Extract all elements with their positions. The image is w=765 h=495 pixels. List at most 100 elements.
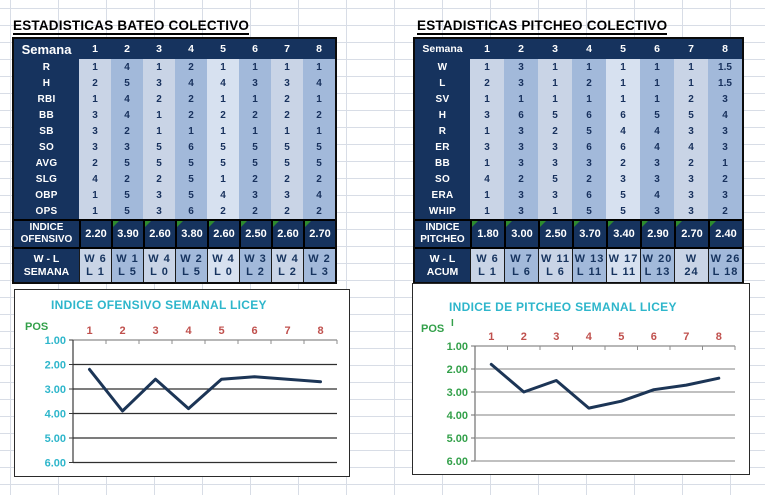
stat-cell[interactable]: 2 (708, 171, 742, 187)
stat-cell[interactable]: 2 (538, 123, 572, 139)
stat-cell[interactable]: 1 (538, 91, 572, 107)
stat-cell[interactable]: 1 (538, 59, 572, 75)
stat-row-label[interactable]: SB (14, 123, 79, 139)
stat-cell[interactable]: 1 (303, 123, 335, 139)
stat-row-label[interactable]: RBI (14, 91, 79, 107)
stat-cell[interactable]: 2 (303, 171, 335, 187)
week-header-cell[interactable]: 4 (572, 39, 606, 59)
stat-cell[interactable]: 4 (303, 187, 335, 203)
stat-cell[interactable]: 1 (79, 203, 111, 219)
indice-cell[interactable]: 3.70 (572, 219, 606, 249)
stat-cell[interactable]: 1 (640, 91, 674, 107)
stat-cell[interactable]: 2 (504, 171, 538, 187)
stat-cell[interactable]: 6 (175, 139, 207, 155)
stat-cell[interactable]: 3 (504, 155, 538, 171)
stat-cell[interactable]: 3 (674, 187, 708, 203)
stat-cell[interactable]: 2 (470, 75, 504, 91)
stat-cell[interactable]: 3 (271, 75, 303, 91)
stat-cell[interactable]: 5 (175, 171, 207, 187)
stat-cell[interactable]: 6 (572, 139, 606, 155)
indice-cell[interactable]: 3.90 (111, 219, 143, 249)
stat-cell[interactable]: 6 (504, 107, 538, 123)
stat-cell[interactable]: 1 (207, 171, 239, 187)
stat-cell[interactable]: 1 (143, 123, 175, 139)
stat-cell[interactable]: 3 (708, 91, 742, 107)
stat-cell[interactable]: 2 (708, 203, 742, 219)
indice-cell[interactable]: 2.90 (640, 219, 674, 249)
pitcheo-stats-table[interactable]: Semana 1 2 3 4 5 6 7 8 W 1 3 1 1 1 1 1 1.5 L 2 3 1 2 1 1 1 1.5 SV 1 1… (413, 37, 744, 284)
stat-cell[interactable]: 6 (572, 187, 606, 203)
stat-cell[interactable]: 5 (239, 155, 271, 171)
stat-cell[interactable]: 3 (572, 155, 606, 171)
wl-cell[interactable]: W 20 L 13 (640, 249, 674, 282)
stat-cell[interactable]: 4 (674, 139, 708, 155)
stat-cell[interactable]: 6 (606, 139, 640, 155)
stat-cell[interactable]: 1 (175, 123, 207, 139)
stat-cell[interactable]: 3 (470, 139, 504, 155)
stat-cell[interactable]: 2 (111, 171, 143, 187)
stat-cell[interactable]: 1 (79, 187, 111, 203)
indice-cell[interactable]: 2.40 (708, 219, 742, 249)
stat-cell[interactable]: 3 (674, 123, 708, 139)
stat-cell[interactable]: 5 (538, 107, 572, 123)
stat-cell[interactable]: 5 (303, 155, 335, 171)
stat-cell[interactable]: 2 (111, 123, 143, 139)
indice-cell[interactable]: 2.60 (271, 219, 303, 249)
stat-cell[interactable]: 3 (538, 187, 572, 203)
week-header-cell[interactable]: 5 (207, 39, 239, 59)
week-header-cell[interactable]: 8 (708, 39, 742, 59)
week-header-cell[interactable]: 2 (111, 39, 143, 59)
stat-cell[interactable]: 1 (207, 123, 239, 139)
stat-cell[interactable]: 5 (175, 155, 207, 171)
stat-cell[interactable]: 1 (708, 155, 742, 171)
wl-row-label[interactable]: W - L ACUM (415, 249, 470, 282)
stat-cell[interactable]: 5 (239, 139, 271, 155)
stat-cell[interactable]: 2 (143, 171, 175, 187)
stat-cell[interactable]: 1 (640, 59, 674, 75)
indice-cell[interactable]: 3.40 (606, 219, 640, 249)
stat-row-label[interactable]: ERA (415, 187, 470, 203)
week-header-cell[interactable]: 8 (303, 39, 335, 59)
stat-cell[interactable]: 2 (175, 91, 207, 107)
stat-cell[interactable]: 3 (674, 171, 708, 187)
stat-cell[interactable]: 4 (175, 75, 207, 91)
stat-cell[interactable]: 5 (606, 187, 640, 203)
stat-row-label[interactable]: BB (14, 107, 79, 123)
stat-cell[interactable]: 1 (606, 59, 640, 75)
stat-cell[interactable]: 1 (239, 123, 271, 139)
stat-cell[interactable]: 3 (640, 203, 674, 219)
stat-cell[interactable]: 3 (271, 187, 303, 203)
stat-cell[interactable]: 3 (79, 123, 111, 139)
stat-cell[interactable]: 1 (606, 75, 640, 91)
stat-cell[interactable]: 4 (640, 187, 674, 203)
wl-cell[interactable]: W 24 (674, 249, 708, 282)
stat-cell[interactable]: 5 (572, 203, 606, 219)
stat-cell[interactable]: 5 (207, 139, 239, 155)
indice-cell[interactable]: 1.80 (470, 219, 504, 249)
stat-cell[interactable]: 5 (606, 203, 640, 219)
stat-cell[interactable]: 5 (674, 107, 708, 123)
stat-row-label[interactable]: R (14, 59, 79, 75)
wl-cell[interactable]: W 13 L 11 (572, 249, 606, 282)
stat-row-label[interactable]: OBP (14, 187, 79, 203)
bateo-stats-table[interactable]: Semana 1 2 3 4 5 6 7 8 R 1 4 1 2 1 1 1 1 H 2 5 3 4 4 3 3 4 RBI 1 4 2 2 1… (12, 37, 337, 284)
stat-cell[interactable]: 2 (271, 203, 303, 219)
stat-cell[interactable]: 5 (111, 187, 143, 203)
wl-cell[interactable]: W 11 L 6 (538, 249, 572, 282)
stat-cell[interactable]: 2 (207, 203, 239, 219)
stat-cell[interactable]: 5 (111, 75, 143, 91)
week-header-cell[interactable]: 6 (640, 39, 674, 59)
stat-cell[interactable]: 4 (111, 91, 143, 107)
stat-cell[interactable]: 1.5 (708, 75, 742, 91)
stat-cell[interactable]: 3 (470, 107, 504, 123)
ofensivo-chart[interactable]: INDICE OFENSIVO SEMANAL LICEY POS 1 2 3 4 5 6 7 8… (14, 289, 350, 477)
stat-cell[interactable]: 1 (538, 203, 572, 219)
stat-cell[interactable]: 3 (79, 139, 111, 155)
stat-cell[interactable]: 1 (79, 91, 111, 107)
stat-cell[interactable]: 2 (674, 91, 708, 107)
stat-cell[interactable]: 5 (111, 203, 143, 219)
stat-cell[interactable]: 4 (708, 107, 742, 123)
indice-row-label[interactable]: INDICE PITCHEO (415, 219, 470, 249)
stat-cell[interactable]: 3 (143, 187, 175, 203)
